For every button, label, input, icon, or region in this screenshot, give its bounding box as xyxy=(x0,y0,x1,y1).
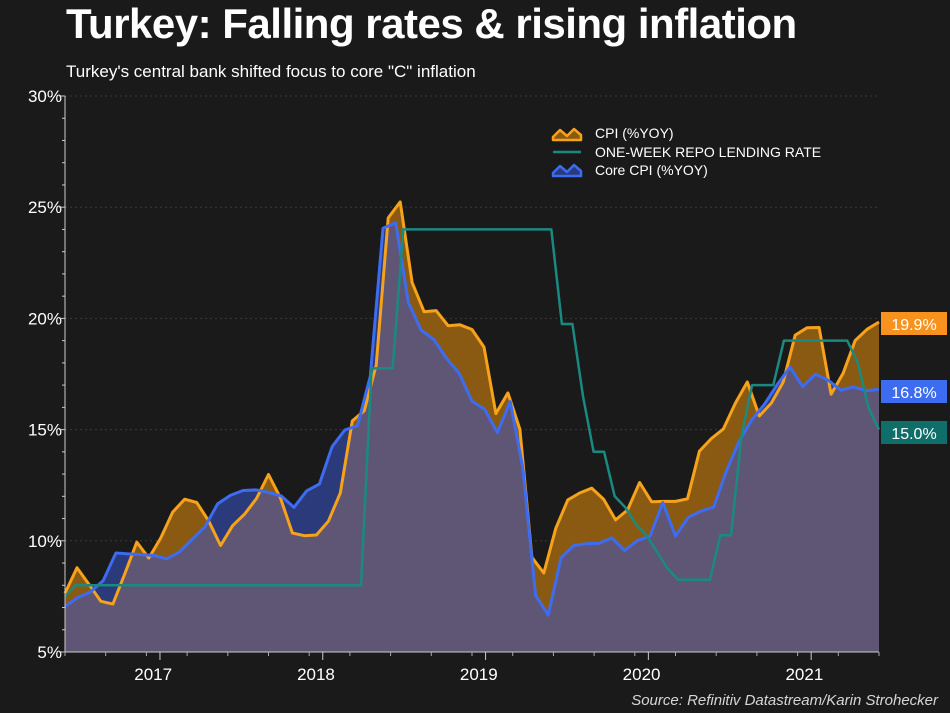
badge-core-value: 16.8% xyxy=(891,385,936,402)
area-layer xyxy=(65,201,879,653)
badge-cpi: 19.9% xyxy=(881,312,947,335)
repo-rate-line xyxy=(64,228,881,598)
chart-source: Source: Refinitiv Datastream/Karin Stroh… xyxy=(631,692,938,709)
legend-item-cpi: CPI (%YOY) xyxy=(551,125,674,142)
legend-item-core: Core CPI (%YOY) xyxy=(551,162,708,178)
y-tick-label: 15% xyxy=(28,421,62,440)
legend: CPI (%YOY) ONE-WEEK REPO LENDING RATE Co… xyxy=(551,125,821,178)
legend-item-repo: ONE-WEEK REPO LENDING RATE xyxy=(553,144,821,160)
badge-cpi-value: 19.9% xyxy=(891,317,936,334)
core-cpi-line xyxy=(64,221,880,617)
end-value-badges: 19.9% 16.8% 15.0% xyxy=(881,312,947,444)
y-tick-label: 20% xyxy=(28,309,62,328)
line-layer xyxy=(63,200,881,617)
y-tick-label: 25% xyxy=(28,198,62,217)
badge-repo-box xyxy=(881,421,947,444)
x-tick-label: 2017 xyxy=(134,665,172,684)
badge-cpi-box xyxy=(881,312,947,335)
x-tick-label: 2021 xyxy=(785,665,823,684)
cpi-line xyxy=(63,200,880,606)
x-tick-label: 2018 xyxy=(297,665,335,684)
y-tick-label: 30% xyxy=(28,87,62,106)
axis-layer: 5% 10% 15% 20% 25% 30% 2017 2018 2019 2020 2021 xyxy=(28,87,880,684)
badge-repo: 15.0% xyxy=(881,421,947,444)
x-tick-label: 2020 xyxy=(623,665,661,684)
x-tick-label: 2019 xyxy=(460,665,498,684)
chart-subtitle: Turkey's central bank shifted focus to c… xyxy=(66,62,476,81)
legend-cpi-swatch xyxy=(551,127,583,142)
badge-repo-value: 15.0% xyxy=(891,426,936,443)
legend-cpi-label: CPI (%YOY) xyxy=(595,125,674,141)
y-tick-label: 10% xyxy=(28,532,62,551)
y-tick-label: 5% xyxy=(37,643,62,662)
legend-repo-label: ONE-WEEK REPO LENDING RATE xyxy=(595,144,821,160)
badge-core-box xyxy=(881,380,947,403)
chart-title: Turkey: Falling rates & rising inflation xyxy=(66,0,797,47)
badge-core: 16.8% xyxy=(881,380,947,403)
legend-core-label: Core CPI (%YOY) xyxy=(595,162,708,178)
legend-core-swatch xyxy=(551,163,583,178)
overlap-area xyxy=(65,222,879,652)
